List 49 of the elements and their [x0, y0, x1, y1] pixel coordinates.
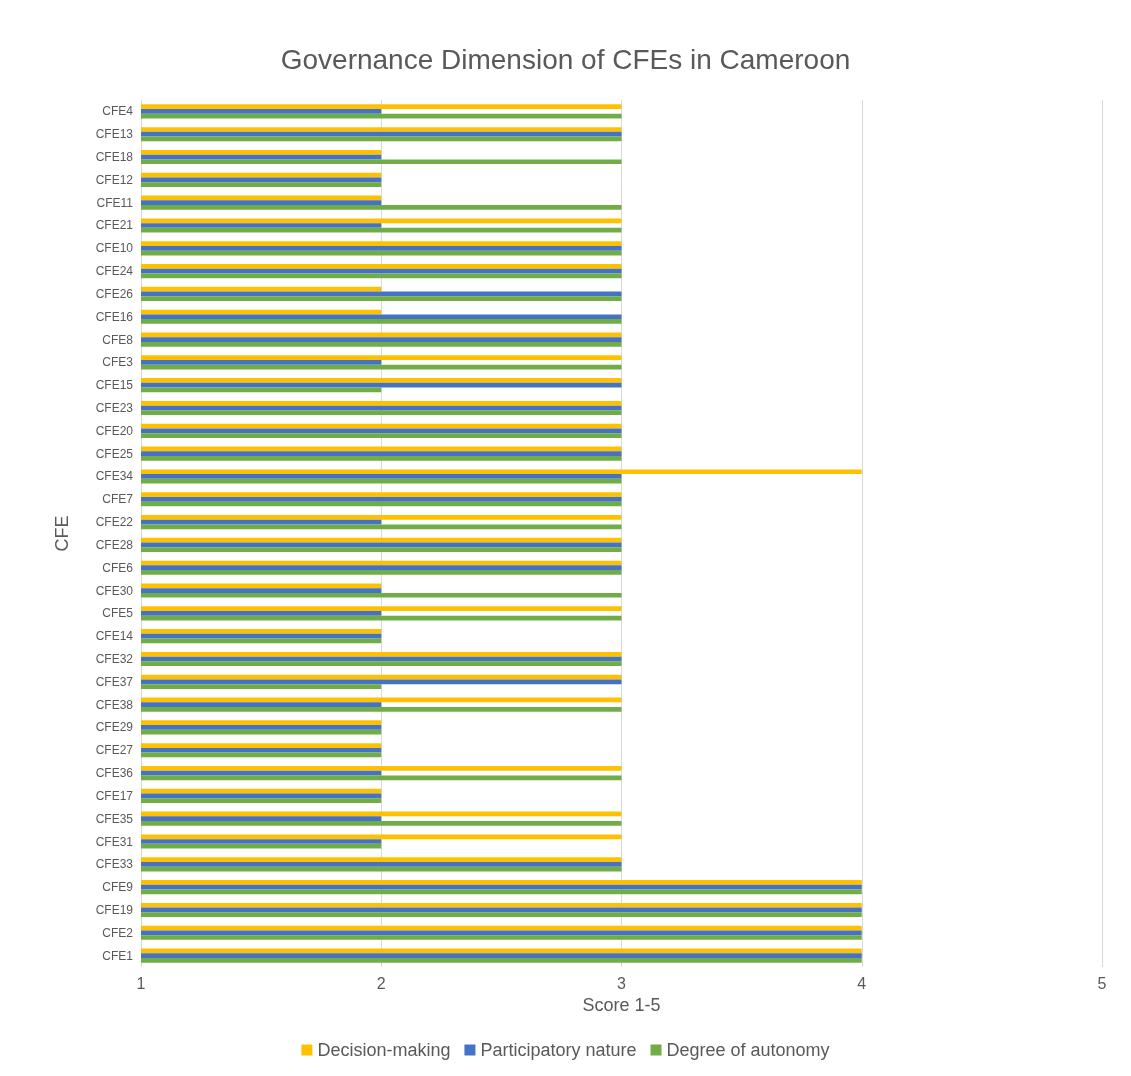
y-tick-label: CFE13 [95, 127, 134, 142]
y-tick-label: CFE20 [95, 423, 134, 438]
x-tick-label: 2 [376, 974, 386, 992]
y-tick-label: CFE32 [95, 651, 134, 666]
y-tick-label: CFE11 [96, 195, 134, 210]
x-tick-label: 5 [1097, 974, 1107, 992]
y-tick-label: CFE2 [102, 925, 134, 940]
x-tick-label: 3 [617, 974, 627, 992]
y-tick-label: CFE19 [95, 902, 134, 917]
legend-label: Degree of autonomy [666, 1040, 830, 1060]
y-tick-label: CFE5 [102, 606, 134, 621]
y-tick-label: CFE10 [95, 241, 134, 256]
y-tick-label: CFE4 [102, 104, 134, 119]
y-tick-label: CFE7 [102, 492, 134, 507]
chart-title: Governance Dimension of CFEs in Cameroon [280, 43, 851, 75]
y-tick-label: CFE25 [95, 446, 134, 461]
y-axis-title: CFE [52, 515, 72, 552]
y-tick-label: CFE38 [95, 697, 134, 712]
legend-label: Participatory nature [480, 1040, 637, 1060]
y-tick-label: CFE31 [95, 834, 134, 849]
x-tick-label: 1 [136, 974, 146, 992]
y-tick-label: CFE23 [95, 401, 134, 416]
y-tick-label: CFE22 [95, 515, 134, 530]
y-tick-label: CFE6 [102, 560, 134, 575]
y-tick-label: CFE34 [95, 469, 134, 484]
x-axis-title: Score 1-5 [582, 994, 661, 1015]
y-tick-label: CFE29 [95, 720, 134, 735]
y-tick-label: CFE12 [95, 172, 134, 187]
y-tick-label: CFE24 [95, 264, 134, 279]
y-tick-label: CFE27 [95, 743, 134, 758]
y-tick-label: CFE16 [95, 309, 134, 324]
y-tick-label: CFE28 [95, 537, 134, 552]
y-tick-label: CFE14 [95, 629, 134, 644]
y-tick-label: CFE8 [102, 332, 134, 347]
y-tick-label: CFE18 [95, 150, 134, 165]
y-tick-label: CFE35 [95, 811, 134, 826]
y-tick-label: CFE33 [95, 857, 134, 872]
y-tick-label: CFE17 [95, 788, 134, 803]
y-tick-label: CFE36 [95, 766, 134, 781]
y-tick-label: CFE9 [102, 880, 134, 895]
y-tick-label: CFE3 [102, 355, 134, 370]
legend-label: Decision-making [317, 1040, 451, 1060]
y-tick-label: CFE30 [95, 583, 134, 598]
x-tick-label: 4 [857, 974, 867, 992]
y-tick-label: CFE1 [102, 948, 134, 963]
y-tick-label: CFE15 [95, 378, 134, 393]
y-tick-label: CFE37 [95, 674, 134, 689]
y-tick-label: CFE26 [95, 286, 134, 301]
y-tick-label: CFE21 [95, 218, 134, 233]
